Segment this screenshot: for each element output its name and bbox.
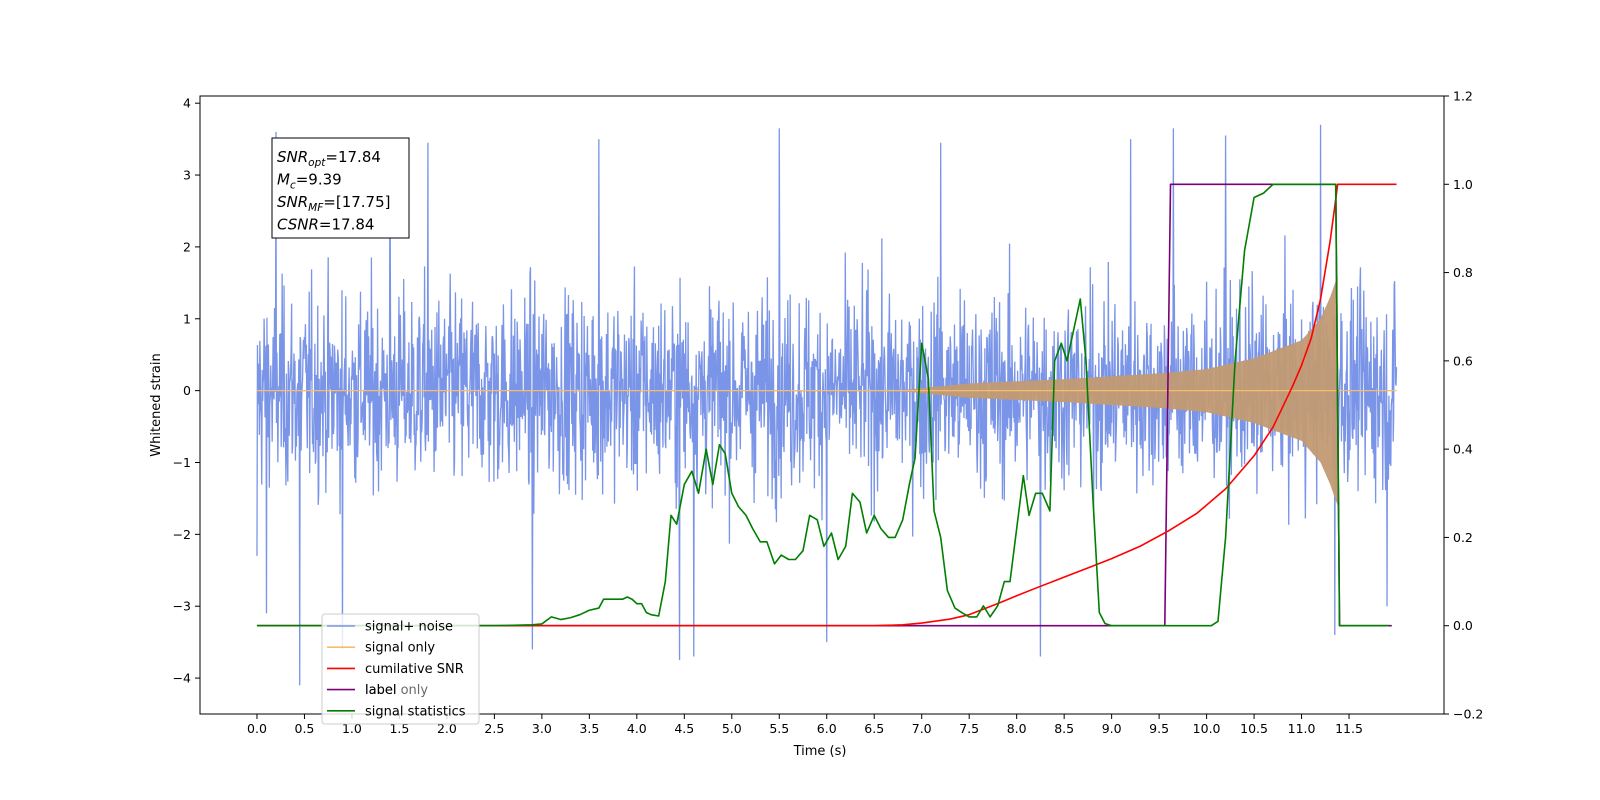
y-tick-label: −2 <box>173 527 191 542</box>
x-axis: 0.0 0.5 1.0 1.5 2.0 2.5 3.0 3.5 4.0 4.5 5.0 5.5 6.0 6… <box>247 714 1363 736</box>
y-tick-label: −4 <box>173 671 191 686</box>
y-tick-label: 4 <box>183 96 191 111</box>
legend-ghost-label: label only <box>365 683 428 698</box>
y2-tick-label: 1.0 <box>1453 177 1473 192</box>
annotation-line: SNRMF=[17.75] <box>277 193 391 214</box>
y-axis-right: −0.2 0.0 0.2 0.4 0.6 0.8 1.0 1.2 <box>1444 89 1483 722</box>
y-tick-label: 0 <box>183 383 191 398</box>
x-tick-label: 6.5 <box>864 721 884 736</box>
y-axis-label: Whitened strain <box>149 353 164 456</box>
series-signal-noise <box>256 124 1398 686</box>
x-tick-label: 3.5 <box>579 721 599 736</box>
legend-label: label <box>365 683 396 698</box>
x-tick-label: 11.0 <box>1288 721 1316 736</box>
x-tick-label: 2.0 <box>437 721 457 736</box>
y2-tick-label: −0.2 <box>1453 707 1483 722</box>
legend-label: signal only <box>365 641 435 656</box>
x-axis-label: Time (s) <box>793 744 847 759</box>
x-tick-label: 3.0 <box>532 721 552 736</box>
x-tick-label: 10.0 <box>1193 721 1221 736</box>
series-signal-statistics <box>256 183 1389 627</box>
y2-tick-label: 0.8 <box>1453 265 1473 280</box>
y2-tick-label: 0.4 <box>1453 442 1473 457</box>
x-tick-label: 10.5 <box>1240 721 1268 736</box>
annotation-line: CSNR=17.84 <box>277 216 374 234</box>
legend-label: signal+ noise <box>365 620 453 635</box>
x-tick-label: 2.5 <box>484 721 504 736</box>
annotation-line: Mc=9.39 <box>277 171 342 192</box>
series-layer <box>256 124 1398 686</box>
legend: label only signal+ noise signal only cumila… <box>321 613 480 725</box>
annotation-frame <box>271 137 410 239</box>
legend-frame <box>321 613 480 725</box>
y-tick-label: 2 <box>183 239 191 254</box>
x-tick-label: 5.0 <box>722 721 742 736</box>
x-tick-label: 4.5 <box>674 721 694 736</box>
x-tick-label: 5.5 <box>769 721 789 736</box>
y-tick-label: −1 <box>173 455 191 470</box>
y2-tick-label: 1.2 <box>1453 89 1473 104</box>
y2-tick-label: 0.6 <box>1453 353 1473 368</box>
x-tick-label: 9.0 <box>1102 721 1122 736</box>
x-tick-label: 7.5 <box>959 721 979 736</box>
x-tick-label: 0.0 <box>247 721 267 736</box>
x-tick-label: 1.0 <box>342 721 362 736</box>
y-axis-left: −4 −3 −2 −1 0 1 2 3 4 <box>173 96 200 686</box>
x-tick-label: 6.0 <box>817 721 837 736</box>
plot-frame <box>199 95 1445 715</box>
y2-tick-label: 0.0 <box>1453 618 1473 633</box>
x-tick-label: 8.5 <box>1054 721 1074 736</box>
x-tick-label: 8.0 <box>1007 721 1027 736</box>
x-tick-label: 7.0 <box>912 721 932 736</box>
y-tick-label: −3 <box>173 599 191 614</box>
x-tick-label: 1.5 <box>389 721 409 736</box>
x-tick-label: 0.5 <box>295 721 315 736</box>
x-tick-label: 4.0 <box>627 721 647 736</box>
y2-tick-label: 0.2 <box>1453 530 1473 545</box>
x-tick-label: 11.5 <box>1335 721 1363 736</box>
legend-label: cumilative SNR <box>365 662 464 677</box>
series-cumulative-snr <box>256 183 1397 627</box>
x-tick-label: 9.5 <box>1149 721 1169 736</box>
y-tick-label: 3 <box>183 168 191 183</box>
legend-label: signal statistics <box>365 704 466 719</box>
y-tick-label: 1 <box>183 311 191 326</box>
annotation-line: SNRopt=17.84 <box>277 148 381 169</box>
